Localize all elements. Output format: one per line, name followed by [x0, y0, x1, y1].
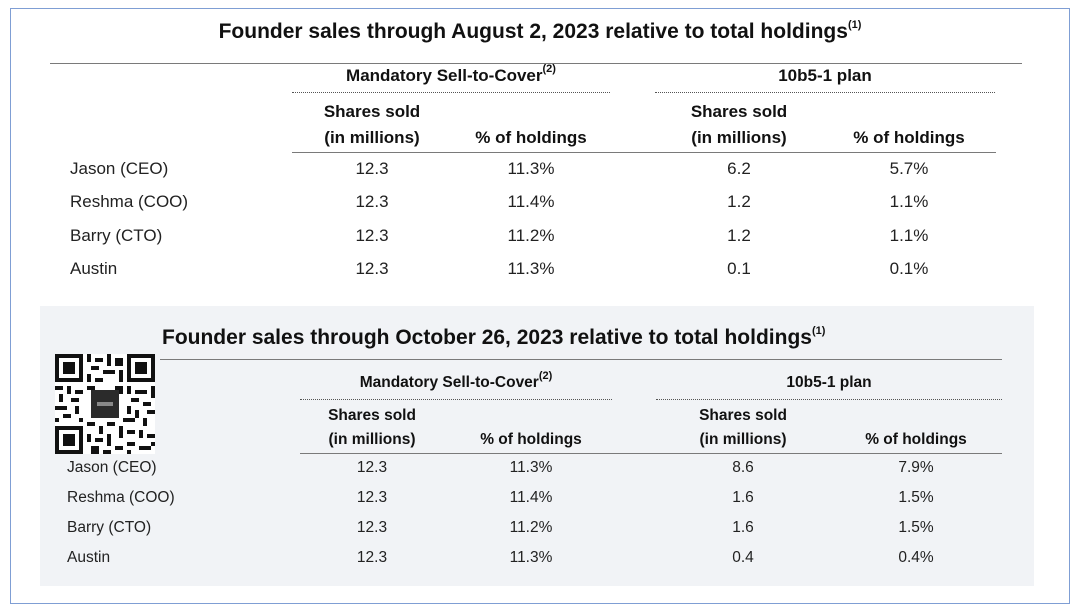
cell: 12.3: [356, 489, 388, 506]
cell: 11.3%: [509, 549, 553, 566]
group-divider: [292, 92, 610, 93]
cell: 12.3: [356, 519, 388, 536]
cell: 1.6: [732, 489, 754, 506]
top-rule: [160, 359, 1002, 360]
row-name: Jason (CEO): [70, 159, 169, 178]
row-name: Austin: [70, 259, 118, 278]
cell: 11.3%: [507, 159, 555, 178]
table-title-text: Founder sales through August 2, 2023 rel…: [218, 20, 848, 43]
cell: 1.6: [732, 519, 754, 536]
cell: 12.3: [355, 259, 389, 278]
cell: 12.3: [355, 159, 389, 178]
cell: 12.3: [355, 192, 389, 211]
qr-code-icon: [55, 354, 155, 454]
table-title-text: Founder sales through October 26, 2023 r…: [162, 326, 812, 349]
row-name: Austin: [67, 549, 111, 566]
table-title: Founder sales through August 2, 2023 rel…: [0, 20, 1080, 44]
column-header-pct-holdings: % of holdings: [865, 431, 967, 448]
cell: 8.6: [732, 459, 754, 476]
cell: 0.1: [727, 259, 751, 278]
cell: 11.2%: [507, 226, 555, 245]
column-header-shares-sold: Shares sold (in millions): [328, 407, 416, 448]
group-divider: [656, 399, 1002, 400]
title-footnote: (1): [811, 325, 826, 337]
cell: 6.2: [727, 159, 751, 178]
column-header-shares-sold: Shares sold (in millions): [699, 407, 787, 448]
row-name: Jason (CEO): [67, 459, 157, 476]
cell: 1.5%: [898, 489, 934, 506]
cell: 12.3: [356, 459, 388, 476]
table-october-panel: [40, 306, 1034, 586]
cell: 12.3: [356, 549, 388, 566]
row-name: Barry (CTO): [67, 519, 152, 536]
row-name: Reshma (COO): [70, 192, 189, 211]
cell: 0.4%: [898, 549, 934, 566]
column-header-shares-sold: Shares sold (in millions): [323, 102, 421, 147]
cell: 12.3: [355, 226, 389, 245]
table-title: Founder sales through October 26, 2023 r…: [162, 326, 1062, 350]
cell: 11.4%: [509, 489, 553, 506]
title-footnote: (1): [847, 19, 862, 31]
column-header-pct-holdings: % of holdings: [480, 431, 582, 448]
cell: 1.2: [727, 226, 751, 245]
row-name: Reshma (COO): [67, 489, 175, 506]
cell: 1.1%: [889, 226, 929, 245]
column-header-pct-holdings: % of holdings: [853, 128, 965, 147]
cell: 1.1%: [889, 192, 929, 211]
cell: 1.2: [727, 192, 751, 211]
cell: 0.1%: [889, 259, 929, 278]
cell: 1.5%: [898, 519, 934, 536]
cell: 11.3%: [507, 259, 555, 278]
group-header-sell-to-cover: Mandatory Sell-to-Cover(2): [359, 369, 553, 391]
cell: 0.4: [732, 549, 754, 566]
header-rule: [292, 152, 996, 153]
row-name: Barry (CTO): [70, 226, 163, 245]
top-rule: [50, 63, 1022, 64]
group-header-10b5-1: 10b5-1 plan: [786, 374, 872, 391]
cell: 11.4%: [507, 192, 555, 211]
cell: 5.7%: [889, 159, 929, 178]
cell: 11.2%: [509, 519, 553, 536]
header-rule: [300, 453, 1002, 454]
cell: 7.9%: [898, 459, 934, 476]
cell: 11.3%: [509, 459, 553, 476]
column-header-shares-sold: Shares sold (in millions): [690, 102, 788, 147]
column-header-pct-holdings: % of holdings: [475, 128, 587, 147]
group-divider: [300, 399, 612, 400]
group-header-sell-to-cover: Mandatory Sell-to-Cover(2): [346, 63, 556, 85]
group-header-10b5-1: 10b5-1 plan: [778, 66, 872, 85]
group-divider: [655, 92, 995, 93]
